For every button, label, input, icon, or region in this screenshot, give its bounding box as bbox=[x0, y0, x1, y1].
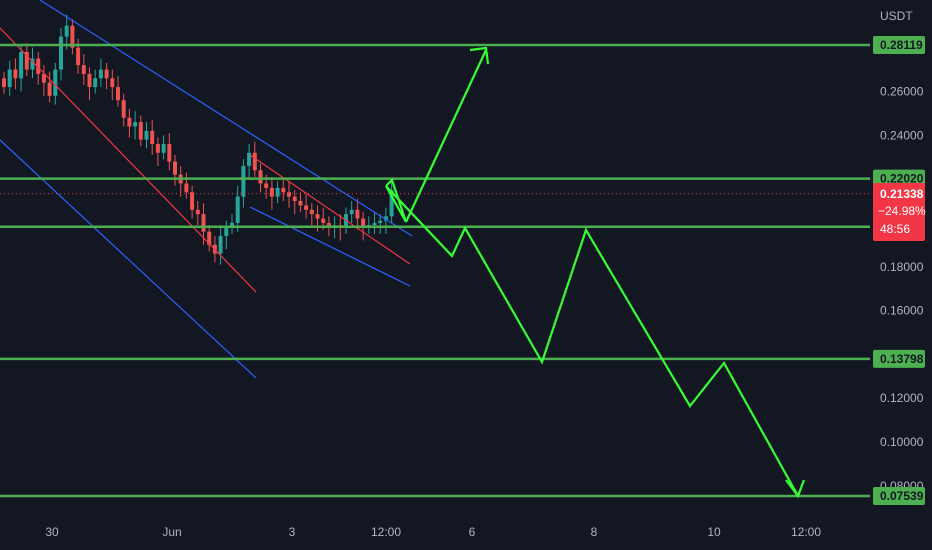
candle bbox=[287, 181, 291, 208]
candle bbox=[127, 108, 132, 138]
level-lines bbox=[0, 43, 870, 498]
candle bbox=[298, 192, 303, 212]
candle bbox=[275, 181, 280, 204]
y-axis: 0.26000 0.24000 0.18000 0.16000 0.12000 0.100… bbox=[880, 84, 924, 492]
candle bbox=[70, 19, 75, 55]
candle bbox=[59, 27, 63, 81]
x-tick-label: 12:00 bbox=[371, 525, 401, 539]
current-change-text: −24.98% bbox=[878, 204, 926, 218]
candle bbox=[53, 62, 58, 105]
candle bbox=[81, 54, 86, 85]
candle bbox=[121, 93, 126, 127]
y-tick-label: 0.24000 bbox=[880, 128, 924, 142]
candle bbox=[355, 198, 360, 230]
level-badge-text: 0.13798 bbox=[880, 352, 924, 366]
projection-paths bbox=[385, 46, 806, 499]
candle bbox=[110, 69, 115, 101]
candle bbox=[173, 154, 177, 186]
candle bbox=[13, 58, 18, 90]
currency-label: USDT bbox=[880, 9, 913, 23]
candle bbox=[372, 211, 377, 234]
candle bbox=[190, 185, 195, 219]
level-badge: 0.07539 bbox=[873, 487, 925, 505]
level-badge-text: 0.07539 bbox=[880, 489, 924, 503]
candle bbox=[292, 190, 297, 215]
candle bbox=[144, 122, 149, 149]
candle bbox=[247, 144, 252, 180]
x-tick-label: 10 bbox=[707, 525, 721, 539]
candle bbox=[378, 214, 383, 234]
candle bbox=[184, 172, 189, 199]
candle bbox=[383, 207, 388, 234]
candle bbox=[161, 135, 166, 160]
y-tick-label: 0.12000 bbox=[880, 391, 924, 405]
y-tick-label: 0.26000 bbox=[880, 84, 924, 98]
level-badge-text: 0.28119 bbox=[880, 38, 923, 52]
candle bbox=[224, 220, 229, 250]
candle bbox=[155, 137, 160, 166]
candle bbox=[230, 214, 234, 234]
x-axis: 30 Jun 3 12:00 6 8 10 12:00 bbox=[45, 525, 821, 539]
y-tick-label: 0.16000 bbox=[880, 304, 924, 318]
candle bbox=[87, 67, 92, 101]
candle bbox=[241, 159, 246, 208]
candle bbox=[138, 115, 143, 147]
candle bbox=[116, 76, 120, 107]
x-tick-label: Jun bbox=[162, 525, 181, 539]
bearish-projection-path bbox=[385, 177, 799, 497]
candle bbox=[47, 71, 52, 103]
countdown-text: 48:56 bbox=[880, 222, 910, 236]
channel-outer-blue-upper bbox=[39, 0, 413, 237]
candle bbox=[24, 43, 29, 77]
candle bbox=[93, 69, 98, 94]
candle bbox=[218, 225, 223, 265]
candle bbox=[104, 62, 109, 90]
candle bbox=[41, 65, 46, 96]
candle bbox=[349, 201, 354, 223]
y-tick-label: 0.18000 bbox=[880, 260, 924, 274]
candle bbox=[2, 71, 6, 94]
candle bbox=[281, 179, 286, 202]
x-tick-label: 8 bbox=[591, 525, 598, 539]
level-badge: 0.13798 bbox=[873, 349, 925, 368]
channel-blue-lower bbox=[249, 206, 411, 287]
candle bbox=[133, 111, 138, 140]
candle bbox=[252, 141, 257, 177]
candle bbox=[309, 203, 314, 226]
bullish-arrowhead bbox=[469, 46, 490, 65]
x-tick-label: 12:00 bbox=[791, 525, 821, 539]
candle bbox=[167, 133, 172, 171]
y-tick-label: 0.10000 bbox=[880, 435, 924, 449]
level-badge: 0.28119 bbox=[873, 36, 925, 54]
current-price-badge: 0.21338 −24.98% 48:56 bbox=[873, 183, 926, 241]
bearish-arrowhead bbox=[785, 479, 806, 499]
candle bbox=[304, 194, 309, 219]
x-tick-label: 3 bbox=[289, 525, 296, 539]
channel-red-upper bbox=[0, 27, 257, 293]
candle bbox=[36, 51, 41, 85]
candle bbox=[389, 179, 394, 223]
x-tick-label: 30 bbox=[45, 525, 59, 539]
candle bbox=[30, 47, 35, 79]
channel-red-lower bbox=[249, 154, 411, 265]
candle bbox=[195, 201, 200, 226]
x-tick-label: 6 bbox=[469, 525, 476, 539]
current-price-text: 0.21338 bbox=[880, 187, 924, 201]
level-badge-text: 0.22020 bbox=[880, 172, 924, 186]
bullish-projection-line bbox=[405, 49, 487, 223]
candle bbox=[98, 58, 103, 88]
candle bbox=[19, 45, 24, 92]
candle bbox=[235, 185, 240, 232]
candle bbox=[150, 119, 155, 155]
candle bbox=[7, 60, 12, 96]
candle bbox=[269, 176, 274, 210]
candle bbox=[207, 225, 212, 252]
